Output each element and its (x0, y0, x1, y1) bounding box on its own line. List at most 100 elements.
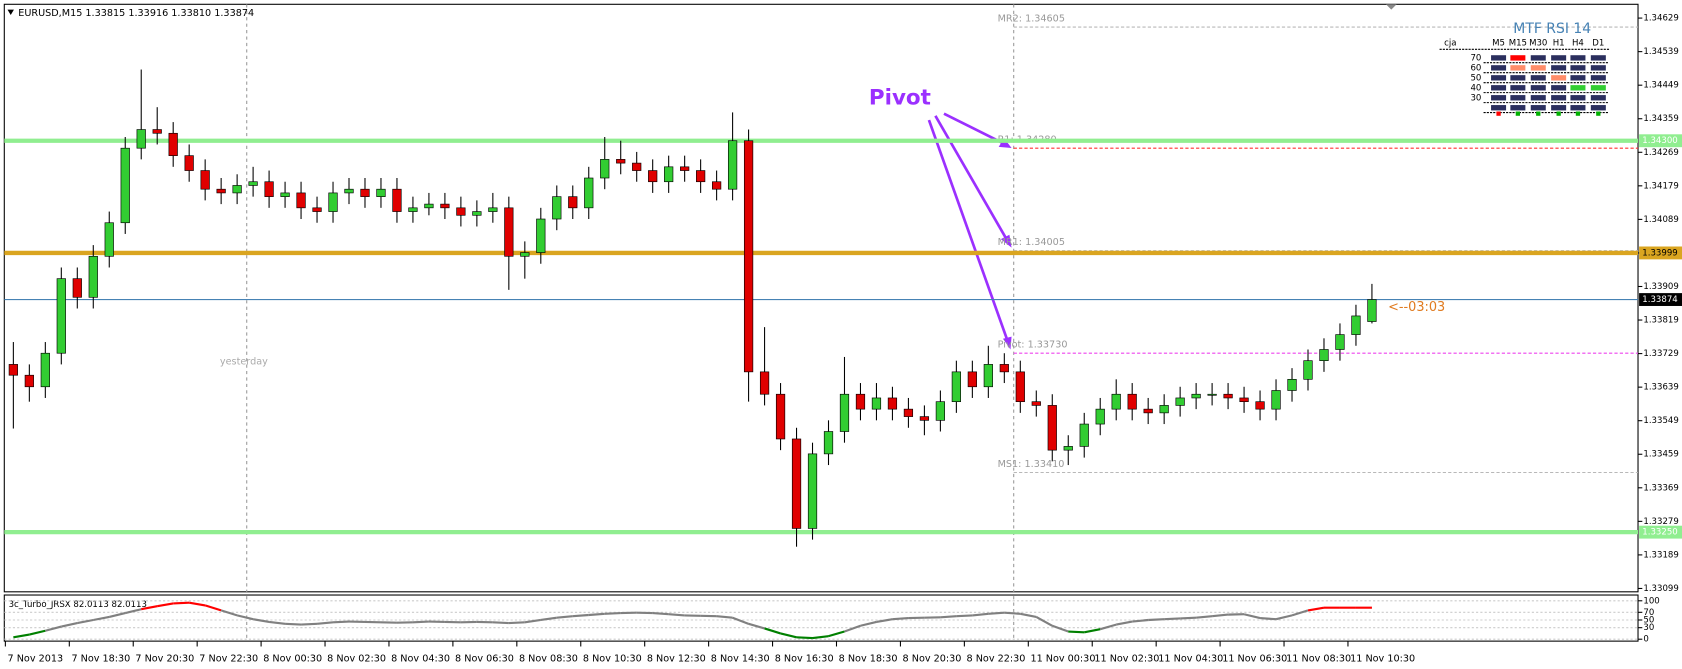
rsi-dot (1596, 111, 1601, 116)
candle-body (1303, 360, 1313, 380)
candle-body (1175, 397, 1185, 406)
candle-body (520, 252, 530, 257)
rsi-cell (1510, 75, 1526, 81)
rsi-dot (1556, 111, 1561, 116)
x-tick-label: 8 Nov 02:30 (327, 653, 386, 664)
indicator-segment (732, 616, 749, 625)
candle-body (216, 188, 226, 194)
rsi-cell (1491, 95, 1507, 101)
x-tick-label: 7 Nov 22:30 (199, 653, 258, 664)
x-tick-label: 8 Nov 12:30 (647, 653, 706, 664)
candle-body (951, 371, 961, 403)
indicator-segment (988, 611, 1005, 615)
x-tick-label: 8 Nov 04:30 (391, 653, 450, 664)
x-tick-label: 11 Nov 06:30 (1222, 653, 1287, 664)
indicator-segment (301, 622, 318, 626)
indicator-segment (204, 604, 222, 612)
rsi-cell (1551, 55, 1567, 61)
level-label-bg (1639, 246, 1682, 260)
x-tick-label: 8 Nov 20:30 (903, 653, 962, 664)
candle-body (1335, 334, 1345, 350)
annotation: Pivot (869, 86, 931, 111)
candle-body (1015, 371, 1025, 403)
y-tick-label: 100 (1643, 596, 1659, 606)
y-tick-label: 1.33639 (1643, 383, 1678, 393)
level-label: 1.33999 (1642, 248, 1677, 258)
indicator-segment (876, 618, 893, 623)
indicator-segment (716, 615, 733, 619)
candle-body (88, 255, 98, 298)
indicator-segment (1068, 630, 1085, 634)
candle-body (1191, 393, 1201, 399)
x-tick-label: 8 Nov 16:30 (775, 653, 834, 664)
candle-body (488, 207, 498, 212)
pivot-label: Pivot: 1.33730 (998, 340, 1068, 351)
candle-body (392, 188, 402, 212)
candle-body (1095, 408, 1105, 425)
candle-body (248, 181, 258, 186)
candle-body (1063, 446, 1073, 451)
candle-body (1031, 401, 1041, 406)
rsi-level: 40 (1470, 83, 1481, 93)
indicator-segment (540, 616, 557, 622)
y-tick-label: 0 (1643, 635, 1648, 645)
indicator-segment (1020, 612, 1037, 618)
candle-body (632, 162, 642, 171)
y-tick-label: 1.34089 (1643, 215, 1678, 225)
indicator-segment (173, 601, 190, 605)
indicator-segment (412, 620, 429, 624)
chart-header: EURUSD,M15 1.33815 1.33916 1.33810 1.338… (18, 8, 254, 19)
candle-body (1079, 423, 1089, 447)
level-label: 1.33250 (1642, 528, 1677, 538)
indicator-segment (109, 612, 126, 618)
level-label: 1.33874 (1642, 295, 1677, 305)
candle-body (935, 401, 945, 421)
candle-body (839, 393, 850, 432)
indicator-segment (764, 627, 781, 635)
rsi-cell (1570, 85, 1586, 91)
indicator-segment (956, 614, 973, 618)
rsi-cell (1510, 85, 1526, 91)
rsi-cell (1491, 55, 1507, 61)
level-label-bg (1639, 134, 1682, 148)
indicator-segment (1211, 613, 1229, 618)
indicator-segment (93, 615, 110, 622)
indicator-segment (556, 615, 573, 619)
indicator-segment (252, 618, 270, 623)
rsi-cell (1551, 95, 1567, 101)
indicator-segment (77, 618, 94, 625)
rsi-cell (1551, 75, 1567, 81)
rsi-column: cja (1444, 38, 1456, 48)
y-tick-label: 1.33369 (1643, 483, 1678, 493)
x-tick-label: 11 Nov 00:30 (1030, 653, 1095, 664)
indicator-segment (940, 615, 957, 619)
candle-body (424, 203, 434, 209)
rsi-cell (1590, 85, 1606, 91)
candle-body (152, 129, 162, 134)
candle-body (1159, 405, 1169, 414)
candle-body (712, 181, 722, 190)
indicator-segment (332, 620, 350, 624)
candle-body (1367, 299, 1377, 322)
candle-body (504, 207, 514, 257)
y-tick-label: 1.34269 (1643, 148, 1678, 158)
x-tick-label: 8 Nov 22:30 (967, 653, 1026, 664)
candle-body (536, 218, 546, 253)
candle-body (919, 416, 930, 421)
indicator-segment (844, 624, 861, 633)
indicator-segment (1275, 614, 1293, 621)
indicator-segment (61, 622, 78, 628)
y-tick-label: 30 (1643, 623, 1654, 633)
candle-body (1319, 349, 1329, 361)
rsi-cell (1491, 105, 1507, 111)
candle-body (887, 397, 898, 410)
indicator-segment (1259, 617, 1277, 621)
rsi-cell (1590, 95, 1606, 101)
candle-body (120, 147, 130, 224)
x-tick-label: 7 Nov 18:30 (71, 653, 130, 664)
candle-body (56, 278, 66, 354)
candle-body (823, 431, 834, 455)
candle-body (727, 140, 738, 190)
